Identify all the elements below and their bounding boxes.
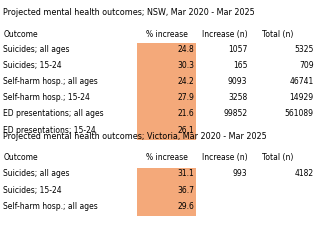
Text: ED presentations; all ages: ED presentations; all ages (3, 109, 104, 118)
Bar (137, 43, 196, 140)
Text: 30.3: 30.3 (177, 61, 194, 70)
Text: % increase: % increase (146, 30, 188, 39)
Text: 99852: 99852 (223, 109, 247, 118)
Text: 709: 709 (299, 61, 314, 70)
Text: Suicides; all ages: Suicides; all ages (3, 169, 70, 178)
Text: 993: 993 (233, 169, 247, 178)
Text: 24.2: 24.2 (178, 77, 194, 86)
Text: 21.6: 21.6 (178, 109, 194, 118)
Text: ED presentations; 15-24: ED presentations; 15-24 (3, 126, 96, 135)
Text: % increase: % increase (146, 153, 188, 162)
Text: 3258: 3258 (228, 93, 247, 102)
Text: Self-harm hosp.; all ages: Self-harm hosp.; all ages (3, 202, 98, 211)
Text: Total (n): Total (n) (262, 153, 294, 162)
Text: 27.9: 27.9 (178, 93, 194, 102)
Text: Projected mental health outcomes; NSW, Mar 2020 - Mar 2025: Projected mental health outcomes; NSW, M… (3, 8, 255, 17)
Text: 9093: 9093 (228, 77, 247, 86)
Text: 36.7: 36.7 (177, 186, 194, 195)
Text: Projected mental health outcomes; Victoria, Mar 2020 - Mar 2025: Projected mental health outcomes; Victor… (3, 132, 267, 141)
Text: Self-harm hosp.; all ages: Self-harm hosp.; all ages (3, 77, 98, 86)
Text: Outcome: Outcome (3, 30, 38, 39)
Text: Suicides; 15-24: Suicides; 15-24 (3, 186, 62, 195)
Text: Suicides; 15-24: Suicides; 15-24 (3, 61, 62, 70)
Text: 5325: 5325 (295, 45, 314, 54)
Text: Self-harm hosp.; 15-24: Self-harm hosp.; 15-24 (3, 93, 90, 102)
Text: 24.8: 24.8 (178, 45, 194, 54)
Text: Increase (n): Increase (n) (202, 30, 247, 39)
Text: 1057: 1057 (228, 45, 247, 54)
Text: 29.6: 29.6 (178, 202, 194, 211)
Text: 31.1: 31.1 (178, 169, 194, 178)
Text: 46741: 46741 (289, 77, 314, 86)
Text: 165: 165 (233, 61, 247, 70)
Text: Suicides; all ages: Suicides; all ages (3, 45, 70, 54)
Text: Total (n): Total (n) (262, 30, 294, 39)
Text: Outcome: Outcome (3, 153, 38, 162)
Text: 14929: 14929 (290, 93, 314, 102)
Text: Increase (n): Increase (n) (202, 153, 247, 162)
Bar (137, 168, 196, 216)
Text: 4182: 4182 (295, 169, 314, 178)
Text: 561089: 561089 (285, 109, 314, 118)
Text: 26.1: 26.1 (178, 126, 194, 135)
